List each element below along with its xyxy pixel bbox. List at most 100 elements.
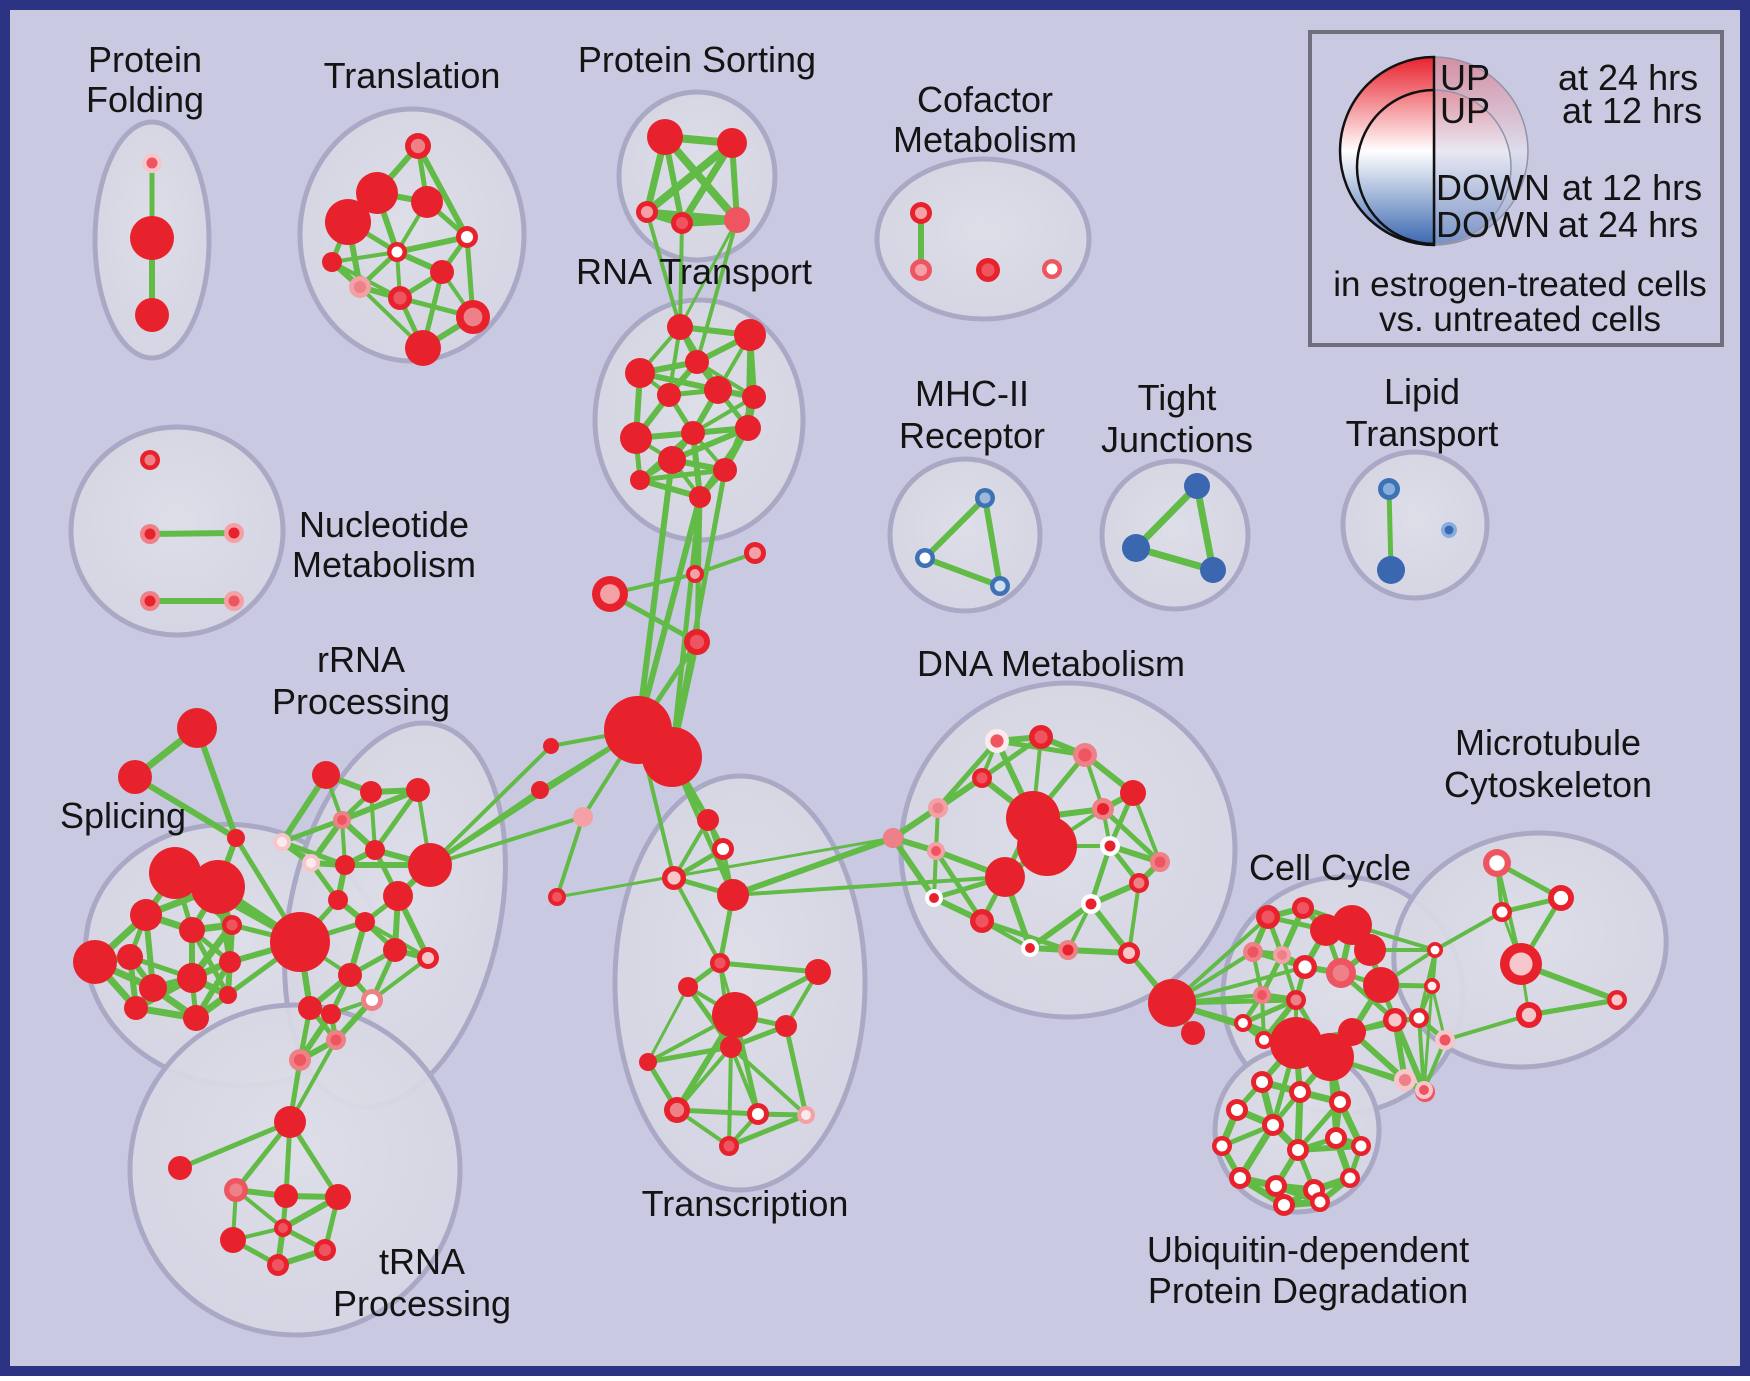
edge-inter [555, 836, 895, 899]
network-node-core [748, 546, 762, 560]
edge-tight-junctions [1132, 482, 1201, 552]
edge-inter [729, 1045, 808, 1117]
network-node-core [337, 815, 347, 825]
edge-rrna-processing [339, 787, 421, 823]
network-node-core [1255, 1075, 1269, 1089]
network-node-core [1233, 1171, 1247, 1185]
network-node [658, 446, 686, 474]
network-node [220, 1227, 246, 1253]
network-node-core [228, 595, 240, 607]
network-node-core [751, 1107, 765, 1121]
edge-microtubule-cytoskeleton [1433, 910, 1504, 952]
cluster-label-mhc-ii-receptor: MHC-II Receptor [899, 373, 1045, 456]
edge-protein-sorting [661, 133, 741, 224]
edge-inter [1526, 997, 1620, 1018]
network-node [321, 1004, 341, 1024]
network-node-core [1430, 945, 1440, 955]
edge-dna-metabolism [933, 848, 985, 924]
network-node-core [1496, 906, 1508, 918]
network-node [168, 1156, 192, 1180]
network-node [1354, 934, 1386, 966]
network-node-core [144, 454, 156, 466]
network-node [883, 828, 903, 848]
network-node-core [1291, 1143, 1305, 1157]
network-node-core [929, 893, 939, 903]
network-node-core [1062, 944, 1074, 956]
legend-direction-2: DOWN [1436, 167, 1550, 208]
network-node-core [229, 1183, 243, 1197]
cluster-label-rrna-processing: rRNA Processing [272, 639, 450, 722]
network-node [985, 857, 1025, 897]
network-node-core [1332, 964, 1350, 982]
network-node [191, 860, 245, 914]
cluster-region-transcription [612, 773, 868, 1193]
network-node-core [463, 307, 483, 327]
network-node-core [278, 1223, 288, 1233]
network-node [73, 940, 117, 984]
network-node-core [1257, 990, 1267, 1000]
cluster-label-nucleotide-metabolism: Nucleotide Metabolism [292, 504, 476, 585]
network-node [270, 912, 330, 972]
network-node-core [669, 1102, 685, 1118]
cluster-label-protein-folding: Protein Folding [86, 39, 204, 120]
network-node-core [1439, 1034, 1451, 1046]
network-node-core [640, 205, 654, 219]
edge-rrna-processing [279, 839, 348, 868]
cluster-label-splicing: Splicing [60, 795, 186, 836]
network-node [219, 986, 237, 1004]
network-node [298, 996, 322, 1020]
network-node-core [421, 951, 435, 965]
network-node [227, 829, 245, 847]
network-node-core [318, 1243, 332, 1257]
network-node-core [1509, 952, 1533, 976]
edge-mhc-ii-receptor [922, 495, 988, 561]
network-node-core [1382, 482, 1396, 496]
network-node-core [271, 1258, 285, 1272]
network-node [1148, 979, 1196, 1027]
network-node [1332, 905, 1372, 945]
cluster-region-tight-junctions [1099, 458, 1251, 612]
network-node [734, 319, 766, 351]
network-node [130, 899, 162, 931]
network-node-core [981, 263, 995, 277]
edge-tight-junctions [1193, 482, 1217, 574]
legend-caption-line-1: in estrogen-treated cells [1333, 265, 1707, 304]
network-node-core [1388, 1013, 1402, 1027]
network-node [356, 172, 398, 214]
edge-rna-transport [637, 467, 728, 483]
network-node-core [1154, 856, 1166, 868]
network-node-core [689, 634, 705, 650]
network-node [657, 383, 681, 407]
network-node-core [144, 528, 156, 540]
network-node [274, 1106, 306, 1138]
network-node-core [1277, 1198, 1291, 1212]
network-node-core [690, 569, 700, 579]
network-node-core [1444, 525, 1454, 535]
network-node [406, 778, 430, 802]
network-node-core [931, 846, 941, 856]
network-node [338, 963, 362, 987]
network-node [689, 486, 711, 508]
network-node [1363, 967, 1399, 1003]
legend-time-2: at 12 hrs [1562, 167, 1702, 208]
network-node [149, 847, 201, 899]
network-node [117, 944, 143, 970]
edge-microtubule-cytoskeleton [1443, 1013, 1531, 1042]
edge-inter [678, 218, 739, 329]
network-node-core [1290, 994, 1302, 1006]
edge-dna-metabolism [1088, 843, 1113, 907]
network-node-core [994, 580, 1006, 592]
network-node-core [1398, 1073, 1412, 1087]
network-node-core [1553, 890, 1569, 906]
edge-rrna-processing [372, 787, 421, 853]
network-node [775, 1015, 797, 1037]
network-node [1184, 473, 1210, 499]
network-node [274, 1184, 298, 1208]
network-node-core [723, 1140, 735, 1152]
network-node-core [330, 1034, 342, 1046]
network-node-core [914, 263, 928, 277]
network-node [630, 470, 650, 490]
cluster-region-cofactor-metabolism [874, 156, 1092, 322]
